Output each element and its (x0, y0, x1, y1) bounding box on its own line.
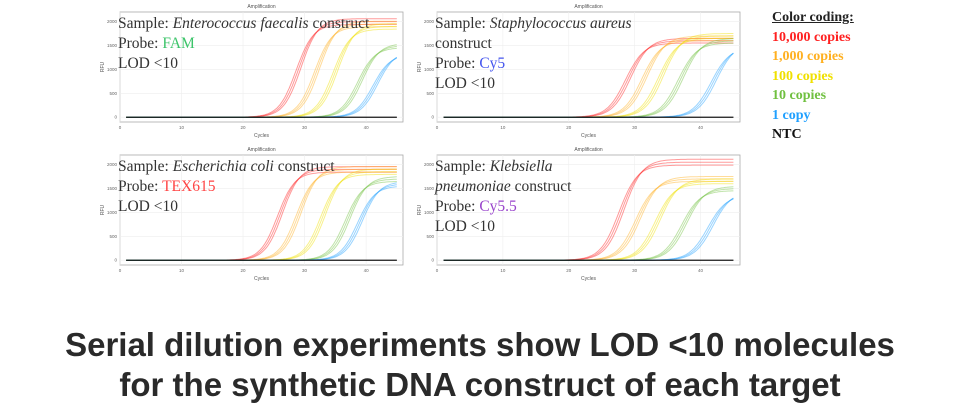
y-axis-label: RFU (417, 61, 423, 72)
chart-title: Amplification (247, 4, 276, 10)
y-axis-label: RFU (100, 61, 106, 72)
legend-item: 10,000 copies (772, 29, 851, 45)
chart-title: Amplification (574, 4, 603, 10)
y-axis-label: RFU (417, 204, 423, 215)
y-tick-label: 1000 (424, 210, 435, 215)
x-tick-label: 20 (566, 125, 572, 130)
plot-annotation: Sample: Klebsiella pneumoniae construct … (435, 158, 572, 235)
y-tick-label: 500 (426, 234, 434, 239)
plot-annotation: Sample: Staphylococcus aureus construct … (435, 15, 632, 92)
legend-item: 100 copies (772, 68, 834, 84)
plot-staphylococcus: Amplification Cycles RFU 0 10 20 30 40 0 500 1000 1… (417, 0, 741, 140)
x-tick-label: 10 (179, 268, 185, 273)
chart-title: Amplification (574, 147, 603, 153)
amplification-chart: Amplification Cycles RFU 0 10 20 30 40 0 500 1000 1… (417, 4, 741, 139)
caption-line-2: for the synthetic DNA construct of each … (119, 366, 841, 403)
legend-title: Color coding: (772, 10, 854, 25)
chart-title: Amplification (247, 147, 276, 153)
x-tick-label: 30 (302, 125, 308, 130)
x-tick-label: 20 (566, 268, 572, 273)
y-tick-label: 0 (114, 258, 117, 263)
y-tick-label: 2000 (424, 19, 435, 24)
plot-annotation: Sample: Enterococcus faecalis construct … (118, 15, 370, 72)
y-tick-label: 2000 (107, 162, 118, 167)
y-tick-label: 500 (426, 91, 434, 96)
x-tick-label: 40 (698, 268, 704, 273)
plot-frame (436, 11, 741, 123)
y-tick-label: 500 (109, 234, 117, 239)
legend-item: NTC (772, 127, 802, 142)
plot-ecoli: Amplification Cycles RFU 0 10 20 30 40 0 500 1000 1… (100, 143, 415, 283)
x-tick-label: 30 (632, 268, 638, 273)
y-tick-label: 1500 (107, 43, 118, 48)
x-tick-label: 10 (500, 125, 506, 130)
x-tick-label: 0 (436, 268, 439, 273)
x-tick-label: 20 (241, 268, 247, 273)
x-tick-label: 0 (436, 125, 439, 130)
amplification-chart: Amplification Cycles RFU 0 10 20 30 40 0 500 1000 1… (100, 147, 404, 282)
y-tick-label: 1000 (424, 67, 435, 72)
plot-frame (119, 154, 404, 266)
x-tick-label: 0 (119, 268, 122, 273)
x-tick-label: 40 (364, 125, 370, 130)
y-tick-label: 2000 (107, 19, 118, 24)
x-tick-label: 10 (179, 125, 185, 130)
x-tick-label: 40 (364, 268, 370, 273)
x-tick-label: 40 (698, 125, 704, 130)
y-tick-label: 1500 (424, 186, 435, 191)
y-tick-label: 1000 (107, 67, 118, 72)
legend-item: 1 copy (772, 107, 811, 123)
amplification-chart: Amplification Cycles RFU 0 10 20 30 40 0 500 1000 1… (417, 147, 741, 282)
y-tick-label: 0 (431, 115, 434, 120)
caption-line-1: Serial dilution experiments show LOD <10… (65, 326, 895, 363)
y-tick-label: 1500 (424, 43, 435, 48)
y-tick-label: 0 (431, 258, 434, 263)
caption: Serial dilution experiments show LOD <10… (0, 325, 960, 405)
x-tick-label: 20 (241, 125, 247, 130)
y-tick-label: 1500 (107, 186, 118, 191)
plot-annotation: Sample: Escherichia coli construct Probe… (118, 158, 335, 215)
legend-item: 1,000 copies (772, 49, 844, 64)
x-axis-label: Cycles (581, 133, 597, 139)
x-tick-label: 10 (500, 268, 506, 273)
x-tick-label: 0 (119, 125, 122, 130)
legend-item: 10 copies (772, 88, 827, 103)
y-tick-label: 2000 (424, 162, 435, 167)
plot-klebsiella: Amplification Cycles RFU 0 10 20 30 40 0 500 1000 1… (417, 143, 741, 283)
x-tick-label: 30 (632, 125, 638, 130)
x-axis-label: Cycles (581, 276, 597, 282)
plot-frame (436, 154, 741, 266)
sample-suffix: construct (514, 178, 572, 195)
y-tick-label: 1000 (107, 210, 118, 215)
x-axis-label: Cycles (254, 276, 270, 282)
y-tick-label: 500 (109, 91, 117, 96)
x-axis-label: Cycles (254, 133, 270, 139)
x-tick-label: 30 (302, 268, 308, 273)
y-tick-label: 0 (114, 115, 117, 120)
plot-enterococcus: Amplification Cycles RFU 0 10 20 30 40 0 500 1000 1… (100, 0, 415, 140)
y-axis-label: RFU (100, 204, 106, 215)
amplification-chart: Amplification Cycles RFU 0 10 20 30 40 0 500 1000 1… (100, 4, 404, 139)
color-legend: Color coding: 10,000 copies 1,000 copies… (772, 8, 854, 145)
plot-frame (119, 11, 404, 123)
